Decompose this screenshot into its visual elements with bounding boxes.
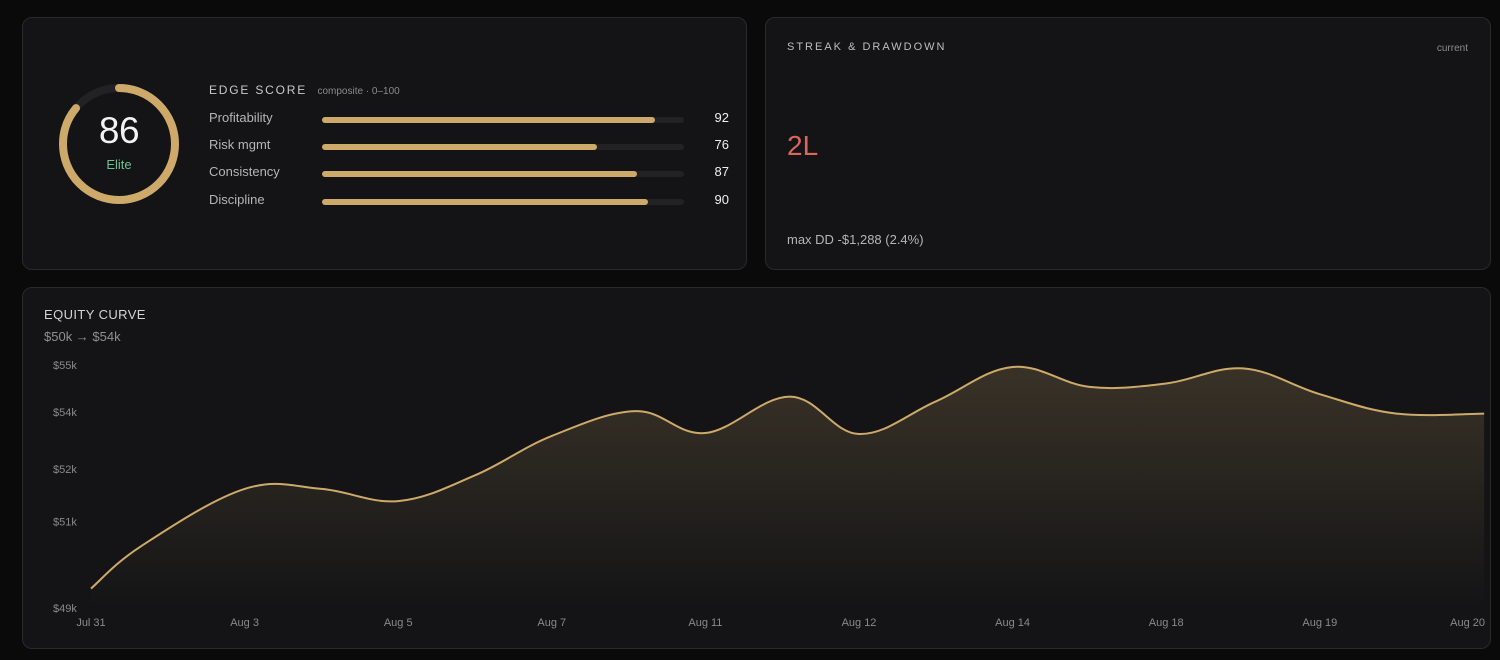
x-tick-label: Aug 19 <box>1302 617 1337 629</box>
metric-value: 90 <box>714 192 729 207</box>
edge-score-value: 86 <box>98 110 140 151</box>
y-tick-label: $49k <box>53 603 77 615</box>
streak-value: 2L <box>787 130 819 161</box>
equity-area <box>91 366 1485 608</box>
x-tick-label: Aug 3 <box>230 617 259 629</box>
metric-value: 76 <box>714 137 729 152</box>
y-tick-label: $54k <box>53 407 77 419</box>
edge-score-title: EDGE SCORE <box>209 83 308 97</box>
metric-row-profitability: Profitability 92 <box>209 110 729 130</box>
metric-bar-fill <box>322 117 656 123</box>
equity-title: EQUITY CURVE <box>44 307 146 322</box>
metric-label: Risk mgmt <box>209 137 271 152</box>
edge-score-subtitle: composite · 0–100 <box>317 86 400 97</box>
x-tick-label: Aug 7 <box>537 617 566 629</box>
y-tick-label: $52k <box>53 464 77 476</box>
x-tick-label: Jul 31 <box>76 617 105 629</box>
metric-label: Consistency <box>209 164 280 179</box>
y-tick-label: $51k <box>53 516 77 528</box>
metric-bar-fill <box>322 144 598 150</box>
edge-score-gauge: 86 Elite <box>57 82 181 206</box>
x-tick-label: Aug 12 <box>842 617 877 629</box>
y-tick-label: $55k <box>53 360 77 372</box>
metric-bar-track <box>322 117 684 123</box>
edge-score-header: EDGE SCORE composite · 0–100 <box>209 81 400 99</box>
streak-title: STREAK & DRAWDOWN <box>787 41 947 53</box>
metric-bar-track <box>322 199 684 205</box>
max-drawdown-text: max DD -$1,288 (2.4%) <box>787 232 924 247</box>
x-tick-label: Aug 14 <box>995 617 1030 629</box>
equity-chart: $49k $51k $52k $54k $55k Jul 31 Aug 3 Aug 5 Aug… <box>53 360 1485 629</box>
metric-row-consistency: Consistency 87 <box>209 164 729 184</box>
metric-label: Profitability <box>209 110 273 125</box>
metric-value: 87 <box>714 164 729 179</box>
metric-label: Discipline <box>209 192 265 207</box>
x-tick-label: Aug 20 <box>1450 617 1485 629</box>
metric-bar-track <box>322 171 684 177</box>
metric-bar-fill <box>322 171 637 177</box>
gauge-arc <box>59 84 179 204</box>
x-tick-label: Aug 11 <box>688 617 722 629</box>
equity-curve-card: $49k $51k $52k $54k $55k Jul 31 Aug 3 Aug 5 Aug… <box>22 287 1491 649</box>
streak-drawdown-card: STREAK & DRAWDOWN current 2L max DD -$1,… <box>765 17 1491 270</box>
gauge-ring <box>59 84 179 204</box>
edge-score-rating: Elite <box>106 157 132 172</box>
equity-subtitle: $50k → $54k <box>44 329 121 344</box>
metric-row-discipline: Discipline 90 <box>209 192 729 212</box>
metric-row-risk-mgmt: Risk mgmt 76 <box>209 137 729 157</box>
x-tick-label: Aug 5 <box>384 617 413 629</box>
metric-bar-fill <box>322 199 648 205</box>
streak-current-label: current <box>1436 43 1468 54</box>
metric-value: 92 <box>714 110 729 125</box>
metric-bar-track <box>322 144 684 150</box>
x-tick-label: Aug 18 <box>1149 617 1184 629</box>
edge-score-card: 86 Elite EDGE SCORE composite · 0–100 Pr… <box>22 17 747 270</box>
equity-line <box>90 365 1485 590</box>
